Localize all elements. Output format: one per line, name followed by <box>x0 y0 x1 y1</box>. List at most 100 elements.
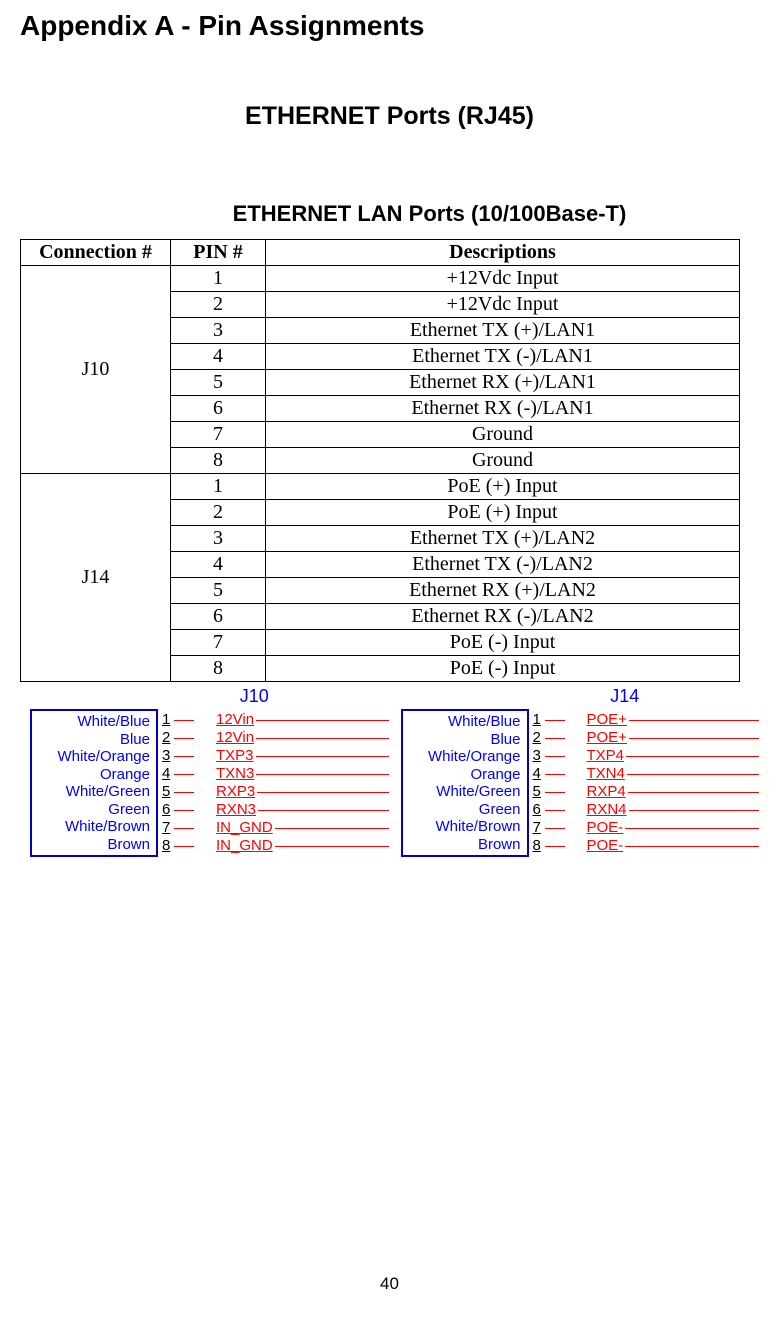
pin-number: 5 <box>162 783 174 801</box>
diagram-label: J10 <box>120 686 389 707</box>
cell-desc: PoE (-) Input <box>266 630 740 656</box>
pin-number: 4 <box>162 765 174 783</box>
section-heading: ETHERNET LAN Ports (10/100Base-T) <box>100 201 759 227</box>
signal-label: POE- <box>585 837 626 855</box>
pin-number-column: 12345678 <box>158 709 174 857</box>
pin-number: 1 <box>162 711 174 729</box>
wire-color: White/Orange <box>407 748 521 766</box>
signal-label: IN_GND <box>214 819 275 837</box>
cell-pin: 2 <box>171 292 266 318</box>
cell-pin: 6 <box>171 396 266 422</box>
cell-connection: J14 <box>21 474 171 682</box>
signal-row: IN_GND <box>174 837 389 855</box>
signal-row: RXP4 <box>545 783 760 801</box>
cell-pin: 1 <box>171 266 266 292</box>
pin-number: 8 <box>533 837 545 855</box>
signal-column: POE+POE+TXP4TXN4RXP4RXN4POE-POE- <box>545 709 760 857</box>
signal-column: 12Vin12VinTXP3TXN3RXP3RXN3IN_GNDIN_GND <box>174 709 389 857</box>
table-row: J141PoE (+) Input <box>21 474 740 500</box>
signal-row: TXN4 <box>545 765 760 783</box>
signal-row: TXP3 <box>174 747 389 765</box>
signal-row: 12Vin <box>174 711 389 729</box>
signal-label: RXN3 <box>214 801 258 819</box>
signal-label: POE+ <box>585 711 629 729</box>
signal-label: TXP3 <box>214 747 256 765</box>
cell-desc: Ethernet TX (-)/LAN2 <box>266 552 740 578</box>
pin-number: 2 <box>533 729 545 747</box>
cell-desc: Ground <box>266 422 740 448</box>
wire-color: White/Orange <box>36 748 150 766</box>
cell-pin: 7 <box>171 630 266 656</box>
signal-row: POE+ <box>545 711 760 729</box>
pin-number: 6 <box>533 801 545 819</box>
page-title: Appendix A - Pin Assignments <box>20 10 759 42</box>
pin-number: 1 <box>533 711 545 729</box>
signal-row: POE- <box>545 819 760 837</box>
signal-label: RXN4 <box>585 801 629 819</box>
cell-desc: Ethernet TX (+)/LAN2 <box>266 526 740 552</box>
cell-pin: 7 <box>171 422 266 448</box>
diagram-container: J10White/BlueBlueWhite/OrangeOrangeWhite… <box>20 686 759 857</box>
wire-color: White/Blue <box>407 713 521 731</box>
signal-label: 12Vin <box>214 729 256 747</box>
signal-row: IN_GND <box>174 819 389 837</box>
pinout-diagram: J14White/BlueBlueWhite/OrangeOrangeWhite… <box>401 686 760 857</box>
signal-row: POE- <box>545 837 760 855</box>
cell-connection: J10 <box>21 266 171 474</box>
signal-label: TXP4 <box>585 747 627 765</box>
signal-row: RXN4 <box>545 801 760 819</box>
cell-pin: 6 <box>171 604 266 630</box>
wire-color: Green <box>36 801 150 819</box>
cell-desc: PoE (+) Input <box>266 500 740 526</box>
wire-color: Blue <box>407 731 521 749</box>
pin-number: 2 <box>162 729 174 747</box>
wire-color: Blue <box>36 731 150 749</box>
wire-color-box: White/BlueBlueWhite/OrangeOrangeWhite/Gr… <box>401 709 529 857</box>
cell-desc: Ethernet RX (-)/LAN1 <box>266 396 740 422</box>
signal-row: TXN3 <box>174 765 389 783</box>
cell-pin: 8 <box>171 448 266 474</box>
cell-pin: 1 <box>171 474 266 500</box>
signal-row: RXP3 <box>174 783 389 801</box>
cell-desc: Ethernet RX (-)/LAN2 <box>266 604 740 630</box>
wire-color: White/Green <box>407 783 521 801</box>
wire-color-box: White/BlueBlueWhite/OrangeOrangeWhite/Gr… <box>30 709 158 857</box>
cell-desc: +12Vdc Input <box>266 266 740 292</box>
pin-number: 6 <box>162 801 174 819</box>
pin-table: Connection # PIN # Descriptions J101+12V… <box>20 239 740 682</box>
th-connection: Connection # <box>21 240 171 266</box>
pin-number: 3 <box>533 747 545 765</box>
cell-pin: 5 <box>171 578 266 604</box>
wire-color: White/Green <box>36 783 150 801</box>
cell-desc: PoE (+) Input <box>266 474 740 500</box>
wire-color: Brown <box>36 836 150 854</box>
signal-label: RXP4 <box>585 783 628 801</box>
wire-color: Green <box>407 801 521 819</box>
cell-pin: 5 <box>171 370 266 396</box>
pin-number-column: 12345678 <box>529 709 545 857</box>
signal-row: 12Vin <box>174 729 389 747</box>
pin-number: 7 <box>162 819 174 837</box>
page-number: 40 <box>0 1274 779 1294</box>
cell-desc: Ethernet RX (+)/LAN1 <box>266 370 740 396</box>
pin-number: 7 <box>533 819 545 837</box>
signal-label: RXP3 <box>214 783 257 801</box>
cell-pin: 4 <box>171 344 266 370</box>
signal-row: TXP4 <box>545 747 760 765</box>
signal-row: POE+ <box>545 729 760 747</box>
wire-color: White/Brown <box>407 818 521 836</box>
signal-label: TXN4 <box>585 765 627 783</box>
pinout-diagram: J10White/BlueBlueWhite/OrangeOrangeWhite… <box>30 686 389 857</box>
signal-label: IN_GND <box>214 837 275 855</box>
wire-color: Orange <box>36 766 150 784</box>
cell-desc: PoE (-) Input <box>266 656 740 682</box>
signal-label: POE+ <box>585 729 629 747</box>
cell-desc: Ethernet TX (-)/LAN1 <box>266 344 740 370</box>
pin-number: 8 <box>162 837 174 855</box>
cell-desc: +12Vdc Input <box>266 292 740 318</box>
table-row: J101+12Vdc Input <box>21 266 740 292</box>
pin-number: 3 <box>162 747 174 765</box>
cell-pin: 4 <box>171 552 266 578</box>
cell-pin: 8 <box>171 656 266 682</box>
cell-pin: 3 <box>171 318 266 344</box>
